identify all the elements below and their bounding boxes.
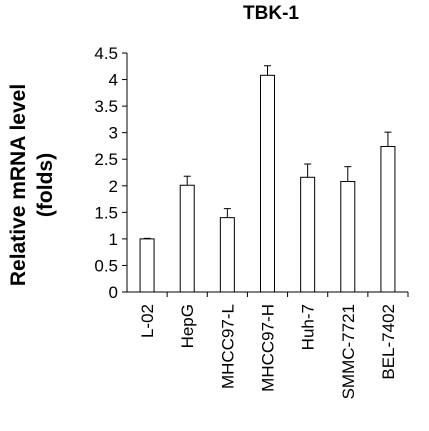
y-tick-label: 4.5 — [94, 44, 118, 63]
bar — [219, 217, 235, 293]
y-tick-label: 0.5 — [94, 256, 118, 275]
x-tick-label: BEL-7402 — [379, 304, 398, 380]
bar — [260, 74, 275, 293]
chart-title: TBK-1 — [243, 3, 299, 24]
plot-area: 0 0.5 1 1.5 2 2.5 3 3.5 4 4.5 L-02 HepG MHCC97-L MHCC… — [94, 44, 409, 399]
y-tick-label: 2 — [109, 177, 118, 196]
bar — [139, 238, 155, 293]
y-tick-label: 1 — [109, 230, 118, 249]
x-tick-label: MHCC97-H — [259, 304, 278, 392]
x-tick-label: Huh-7 — [299, 304, 318, 350]
x-tick-label: SMMC-7721 — [339, 304, 358, 399]
bar — [380, 145, 396, 293]
bar — [300, 176, 316, 293]
x-tick-label: L-02 — [138, 304, 157, 338]
bar — [179, 184, 195, 293]
x-tick-label: HepG — [178, 304, 197, 348]
x-tick-label: MHCC97-L — [218, 304, 237, 389]
bar — [340, 181, 356, 293]
y-tick-label: 0 — [109, 283, 118, 302]
y-tick-label: 3.5 — [94, 97, 118, 116]
y-tick-label: 4 — [109, 71, 118, 90]
y-tick-label: 1.5 — [94, 203, 118, 222]
y-axis-label-line2: (folds) — [34, 153, 57, 217]
y-tick-label: 2.5 — [94, 150, 118, 169]
y-axis-label-line1: Relative mRNA level — [7, 84, 30, 286]
y-tick-label: 3 — [109, 124, 118, 143]
